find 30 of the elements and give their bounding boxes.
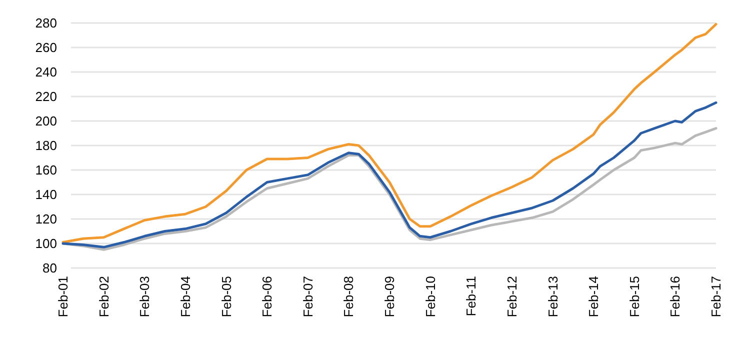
y-tick-label: 100: [35, 236, 57, 252]
y-tick-label: 240: [35, 64, 57, 80]
x-tick-label: Feb-16: [668, 276, 683, 318]
x-tick-label: Feb-13: [545, 276, 560, 318]
x-tick-label: Feb-08: [341, 276, 356, 318]
x-tick-label: Feb-14: [586, 276, 602, 318]
y-tick-label: 280: [35, 16, 57, 31]
x-tick-label: Feb-06: [260, 276, 275, 318]
x-tick-label: Feb-07: [300, 276, 316, 318]
line-series: [62, 22, 718, 244]
y-tick-label: 220: [35, 89, 57, 104]
line-series: [62, 101, 718, 248]
x-tick-label: Feb-03: [137, 276, 152, 318]
y-tick-label: 140: [35, 187, 57, 202]
x-tick-label: Feb-04: [178, 276, 193, 318]
y-tick-label: 260: [35, 40, 57, 56]
y-tick-label: 180: [35, 138, 57, 154]
y-tick-label: 80: [42, 260, 57, 276]
x-tick-label: Feb-12: [504, 276, 520, 318]
x-tick-label: Feb-17: [708, 276, 724, 318]
x-tick-label: Feb-09: [382, 276, 398, 318]
x-tick-label: Feb-15: [626, 276, 642, 318]
y-tick-label: 160: [35, 162, 57, 178]
x-tick-label: Feb-02: [96, 276, 112, 318]
x-tick-label: Feb-05: [218, 276, 234, 318]
x-tick-label: Feb-11: [464, 276, 479, 316]
y-tick-label: 200: [35, 114, 57, 129]
x-tick-label: Feb-10: [422, 276, 438, 318]
x-tick-label: Feb-01: [56, 276, 71, 318]
y-tick-label: 120: [35, 212, 57, 227]
